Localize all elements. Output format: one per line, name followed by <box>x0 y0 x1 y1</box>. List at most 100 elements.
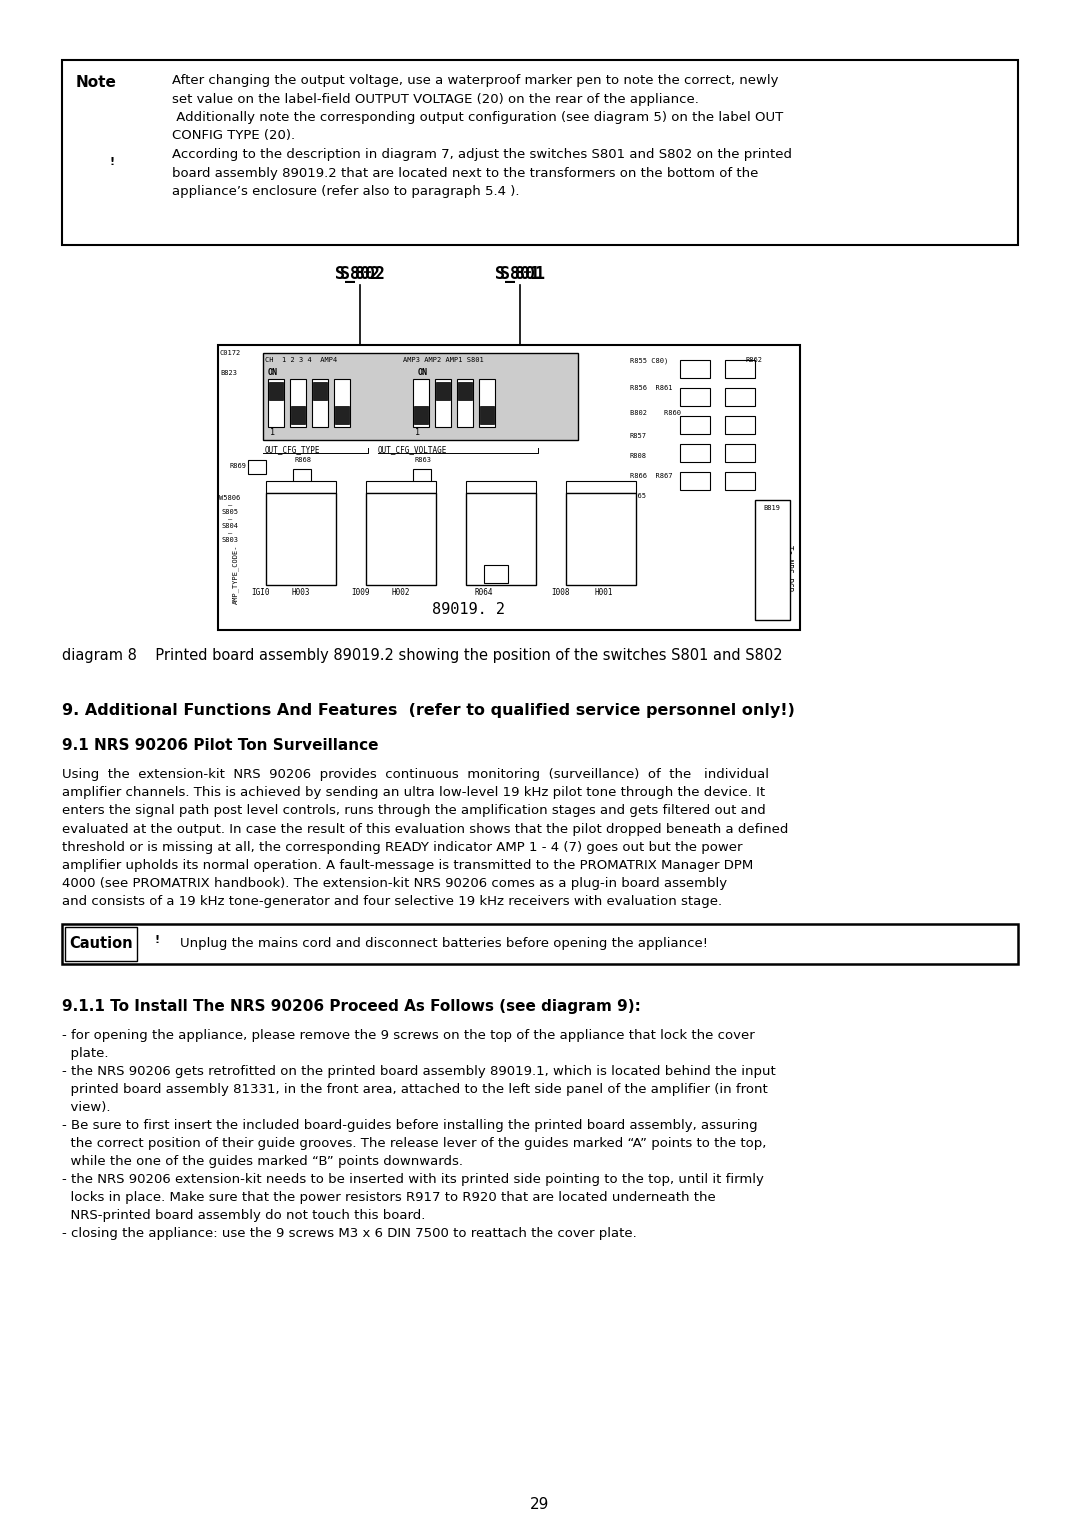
Text: ON: ON <box>268 368 278 377</box>
Text: - the NRS 90206 extension-kit needs to be inserted with its printed side pointin: - the NRS 90206 extension-kit needs to b… <box>62 1173 764 1185</box>
Text: evaluated at the output. In case the result of this evaluation shows that the pi: evaluated at the output. In case the res… <box>62 822 788 836</box>
Text: 4000 (see PROMATRIX handbook). The extension-kit NRS 90206 comes as a plug-in bo: 4000 (see PROMATRIX handbook). The exten… <box>62 877 727 891</box>
Text: 89019. 2: 89019. 2 <box>432 602 505 618</box>
Text: !: ! <box>109 157 114 166</box>
Text: !: ! <box>154 935 160 944</box>
Bar <box>266 493 336 586</box>
Text: C0172: C0172 <box>220 351 241 355</box>
Bar <box>680 416 710 435</box>
Text: After changing the output voltage, use a waterproof marker pen to note the corre: After changing the output voltage, use a… <box>172 75 779 87</box>
Text: R856  R861: R856 R861 <box>630 384 673 390</box>
Bar <box>680 360 710 378</box>
Text: 9.1.1 To Install The NRS 90206 Proceed As Follows (see diagram 9):: 9.1.1 To Install The NRS 90206 Proceed A… <box>62 999 640 1014</box>
Bar <box>268 380 284 427</box>
Text: R855 C80): R855 C80) <box>630 357 669 363</box>
Text: CH  1 2 3 4  AMP4: CH 1 2 3 4 AMP4 <box>265 357 337 363</box>
Bar <box>413 470 431 483</box>
Bar <box>269 381 283 400</box>
Text: H003: H003 <box>292 589 310 596</box>
Bar <box>218 345 800 630</box>
Text: S̲802: S̲802 <box>335 265 384 284</box>
Text: 9. Additional Functions And Features  (refer to qualified service personnel only: 9. Additional Functions And Features (re… <box>62 703 795 718</box>
Bar <box>266 480 336 493</box>
Text: threshold or is missing at all, the corresponding READY indicator AMP 1 - 4 (7) : threshold or is missing at all, the corr… <box>62 840 743 854</box>
Text: enters the signal path post level controls, runs through the amplification stage: enters the signal path post level contro… <box>62 804 766 817</box>
Text: R865: R865 <box>630 493 647 499</box>
Text: ON: ON <box>418 368 428 377</box>
Bar <box>680 387 710 406</box>
Text: R868: R868 <box>295 458 311 464</box>
Text: NRS-printed board assembly do not touch this board.: NRS-printed board assembly do not touch … <box>62 1209 426 1222</box>
Text: R869: R869 <box>230 464 247 470</box>
Text: board assembly 89019.2 that are located next to the transformers on the bottom o: board assembly 89019.2 that are located … <box>172 166 758 180</box>
Text: view).: view). <box>62 1101 110 1113</box>
Bar <box>725 387 755 406</box>
Text: amplifier channels. This is achieved by sending an ultra low-level 19 kHz pilot : amplifier channels. This is achieved by … <box>62 787 765 799</box>
Text: the correct position of their guide grooves. The release lever of the guides mar: the correct position of their guide groo… <box>62 1136 767 1150</box>
Text: diagram 8    Printed board assembly 89019.2 showing the position of the switches: diagram 8 Printed board assembly 89019.2… <box>62 648 783 663</box>
Text: According to the description in diagram 7, adjust the switches S801 and S802 on : According to the description in diagram … <box>172 148 792 162</box>
Bar <box>465 493 536 586</box>
Text: B819: B819 <box>764 505 781 511</box>
Bar <box>725 444 755 462</box>
Text: B823: B823 <box>220 371 237 377</box>
Text: set value on the label-field OUTPUT VOLTAGE (20) on the rear of the appliance.: set value on the label-field OUTPUT VOLT… <box>172 93 699 105</box>
Text: AMP_TYPE_CODE-: AMP_TYPE_CODE- <box>232 544 240 604</box>
Text: locks in place. Make sure that the power resistors R917 to R920 that are located: locks in place. Make sure that the power… <box>62 1191 716 1203</box>
Bar <box>680 473 710 490</box>
Bar <box>291 406 305 424</box>
Text: while the one of the guides marked “B” points downwards.: while the one of the guides marked “B” p… <box>62 1154 463 1168</box>
Text: - the NRS 90206 gets retrofitted on the printed board assembly 89019.1, which is: - the NRS 90206 gets retrofitted on the … <box>62 1064 775 1078</box>
Bar <box>293 470 311 483</box>
Text: S802: S802 <box>340 265 380 284</box>
Bar <box>755 500 789 621</box>
Text: R866  R867: R866 R867 <box>630 473 673 479</box>
Text: Additionally note the corresponding output configuration (see diagram 5) on the : Additionally note the corresponding outp… <box>172 111 783 124</box>
Bar <box>725 416 755 435</box>
Text: To NRS-PCB: To NRS-PCB <box>783 544 793 592</box>
Text: R862: R862 <box>745 357 762 363</box>
Bar <box>725 360 755 378</box>
Bar <box>291 380 306 427</box>
Bar <box>65 927 137 961</box>
Bar <box>484 564 508 583</box>
Text: OUT_CFG_TYPE: OUT_CFG_TYPE <box>265 445 321 454</box>
Bar <box>480 380 495 427</box>
Bar <box>313 381 327 400</box>
Bar <box>725 473 755 490</box>
Bar <box>334 380 350 427</box>
Bar <box>465 480 536 493</box>
Text: - Be sure to first insert the included board-guides before installing the printe: - Be sure to first insert the included b… <box>62 1119 758 1132</box>
Text: I008: I008 <box>552 589 570 596</box>
Text: S801: S801 <box>500 265 540 284</box>
Bar <box>566 480 636 493</box>
Text: Caution: Caution <box>69 936 133 952</box>
Text: CONFIG TYPE (20).: CONFIG TYPE (20). <box>172 130 295 142</box>
Bar <box>457 380 473 427</box>
Bar <box>480 406 494 424</box>
Bar <box>566 493 636 586</box>
Text: - closing the appliance: use the 9 screws M3 x 6 DIN 7500 to reattach the cover : - closing the appliance: use the 9 screw… <box>62 1226 637 1240</box>
Text: amplifier upholds its normal operation. A fault-message is transmitted to the PR: amplifier upholds its normal operation. … <box>62 859 753 872</box>
Bar <box>414 406 428 424</box>
Bar <box>366 493 436 586</box>
Text: R863: R863 <box>415 458 432 464</box>
Text: H001: H001 <box>595 589 613 596</box>
Text: B802    R860: B802 R860 <box>630 410 681 416</box>
Bar <box>62 59 1018 246</box>
Text: S̲801: S̲801 <box>495 265 545 284</box>
Text: H002: H002 <box>392 589 410 596</box>
Text: Unplug the mains cord and disconnect batteries before opening the appliance!: Unplug the mains cord and disconnect bat… <box>180 936 708 950</box>
Bar <box>366 480 436 493</box>
Text: OUT_CFG_VOLTAGE: OUT_CFG_VOLTAGE <box>378 445 447 454</box>
Text: and consists of a 19 kHz tone-generator and four selective 19 kHz receivers with: and consists of a 19 kHz tone-generator … <box>62 895 723 909</box>
Text: W5806
–
S805
–
S804
–
S803: W5806 – S805 – S804 – S803 <box>219 496 241 543</box>
Text: 29: 29 <box>530 1498 550 1511</box>
Text: - for opening the appliance, please remove the 9 screws on the top of the applia: - for opening the appliance, please remo… <box>62 1028 755 1042</box>
Bar <box>413 380 429 427</box>
Text: 1: 1 <box>270 429 275 438</box>
Text: Using  the  extension-kit  NRS  90206  provides  continuous  monitoring  (survei: Using the extension-kit NRS 90206 provid… <box>62 769 769 781</box>
Bar <box>435 380 451 427</box>
Text: printed board assembly 81331, in the front area, attached to the left side panel: printed board assembly 81331, in the fro… <box>62 1083 768 1095</box>
Text: appliance’s enclosure (refer also to paragraph 5.4 ).: appliance’s enclosure (refer also to par… <box>172 185 519 198</box>
